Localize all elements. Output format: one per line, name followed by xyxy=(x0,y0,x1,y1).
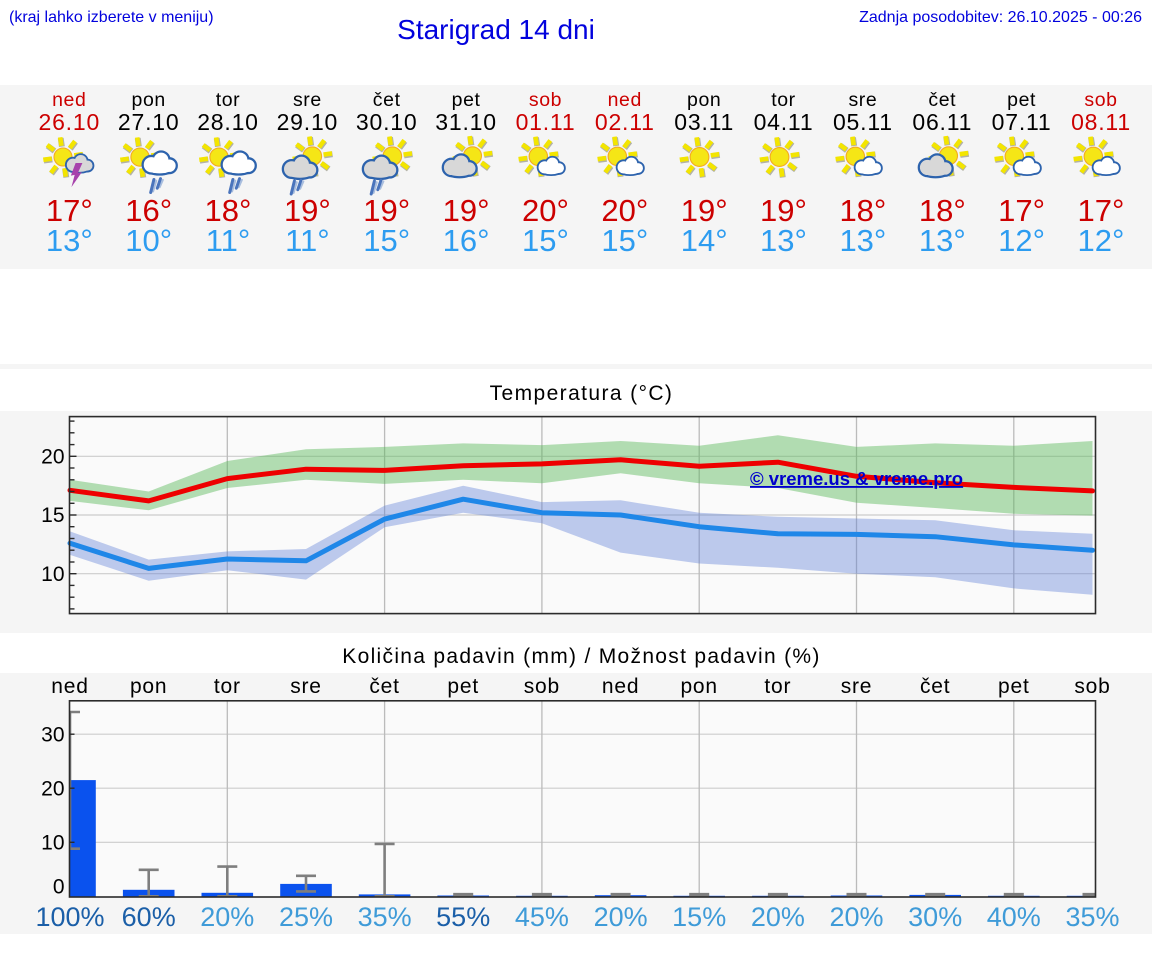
svg-text:© vreme.us & vreme.pro: © vreme.us & vreme.pro xyxy=(750,468,963,489)
svg-text:20: 20 xyxy=(41,778,64,801)
svg-text:0: 0 xyxy=(53,876,65,899)
svg-text:30: 30 xyxy=(41,723,64,746)
svg-text:20: 20 xyxy=(41,446,64,469)
svg-text:10: 10 xyxy=(41,832,64,855)
svg-text:15: 15 xyxy=(41,504,64,527)
svg-text:10: 10 xyxy=(41,563,64,586)
